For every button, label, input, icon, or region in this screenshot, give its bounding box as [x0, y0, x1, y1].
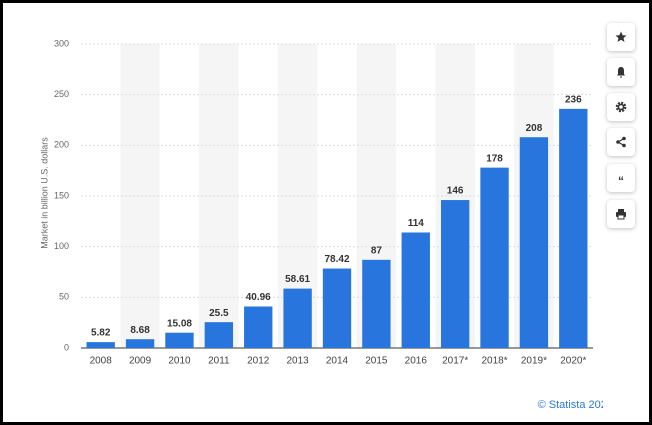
- bar: [283, 288, 312, 348]
- y-tick-label: 250: [54, 89, 69, 99]
- x-tick-label: 2015: [365, 356, 388, 367]
- value-label: 25.5: [209, 308, 229, 319]
- svg-text:“: “: [618, 174, 624, 184]
- bar: [440, 200, 470, 348]
- value-label: 8.68: [130, 325, 150, 336]
- value-label: 146: [447, 186, 464, 197]
- credit[interactable]: © Statista 2022: [538, 399, 603, 411]
- chart: Market in billion U.S. dollars © Statist…: [39, 38, 603, 411]
- bar: [362, 259, 391, 348]
- y-tick-label: 150: [54, 190, 69, 200]
- x-tick-label: 2013: [286, 356, 309, 367]
- y-tick-label: 300: [54, 38, 69, 48]
- bar: [480, 167, 509, 348]
- bar: [322, 268, 352, 348]
- value-label: 114: [408, 218, 425, 229]
- x-tick-label: 2014: [326, 356, 349, 367]
- y-axis-label: Market in billion U.S. dollars: [39, 137, 49, 249]
- cite-button[interactable]: “: [607, 164, 635, 192]
- bar: [401, 232, 430, 348]
- x-tick-label: 2010: [168, 356, 191, 367]
- share-button[interactable]: [607, 128, 635, 156]
- value-label: 78.42: [324, 254, 349, 265]
- bar: [204, 322, 234, 348]
- bar: [165, 332, 194, 348]
- bar: [519, 137, 549, 348]
- x-tick-label: 2012: [247, 356, 270, 367]
- bar: [244, 306, 273, 348]
- value-label: 5.82: [91, 328, 111, 339]
- value-label: 87: [371, 245, 383, 256]
- x-tick-label: 2008: [90, 356, 113, 367]
- y-tick-label: 50: [59, 292, 69, 302]
- x-tick-label: 2020*: [560, 356, 586, 367]
- x-tick-label: 2011: [208, 356, 230, 367]
- value-label: 58.61: [285, 274, 310, 285]
- favorite-button[interactable]: [607, 23, 635, 51]
- bar: [86, 342, 115, 348]
- x-tick-label: 2018*: [481, 356, 507, 367]
- value-label: 208: [526, 123, 543, 134]
- y-tick-label: 200: [54, 140, 69, 150]
- value-label: 236: [565, 94, 582, 105]
- settings-button[interactable]: [607, 93, 635, 121]
- print-button[interactable]: [607, 200, 635, 228]
- x-tick-label: 2019*: [521, 356, 547, 367]
- bar: [559, 108, 588, 348]
- value-label: 15.08: [167, 318, 192, 329]
- y-tick-label: 0: [64, 342, 69, 352]
- y-tick-label: 100: [54, 241, 69, 251]
- x-tick-label: 2016: [405, 356, 428, 367]
- x-tick-label: 2017*: [442, 356, 468, 367]
- value-label: 178: [486, 153, 503, 164]
- x-tick-label: 2009: [129, 356, 152, 367]
- notification-button[interactable]: [607, 58, 635, 86]
- value-label: 40.96: [246, 292, 271, 303]
- bar: [125, 339, 155, 348]
